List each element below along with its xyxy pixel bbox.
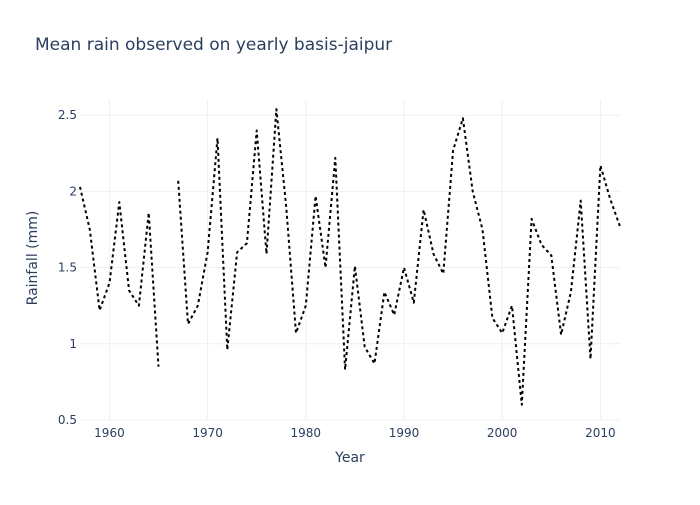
y-tick-label: 2: [69, 184, 77, 198]
y-tick-label: 1: [69, 337, 77, 351]
chart-title: Mean rain observed on yearly basis-jaipu…: [35, 35, 392, 55]
x-tick-label: 1990: [389, 426, 420, 440]
x-tick-label: 2010: [585, 426, 616, 440]
y-axis-label: Rainfall (mm): [25, 211, 41, 306]
rainfall-series-line: [177, 108, 621, 406]
y-axis-ticks: 0.5 1 1.5 2 2.5: [58, 108, 77, 427]
rainfall-series-line: [79, 186, 160, 367]
grid: [80, 100, 620, 421]
x-tick-label: 2000: [487, 426, 518, 440]
x-axis-label: Year: [334, 450, 365, 466]
y-tick-label: 0.5: [58, 413, 77, 427]
y-tick-label: 1.5: [58, 261, 77, 275]
y-tick-label: 2.5: [58, 108, 77, 122]
series-layer: [79, 108, 621, 406]
x-axis-ticks: 1960 1970 1980 1990 2000 2010: [94, 426, 615, 440]
x-tick-label: 1980: [291, 426, 322, 440]
x-tick-label: 1960: [94, 426, 125, 440]
x-tick-label: 1970: [192, 426, 223, 440]
